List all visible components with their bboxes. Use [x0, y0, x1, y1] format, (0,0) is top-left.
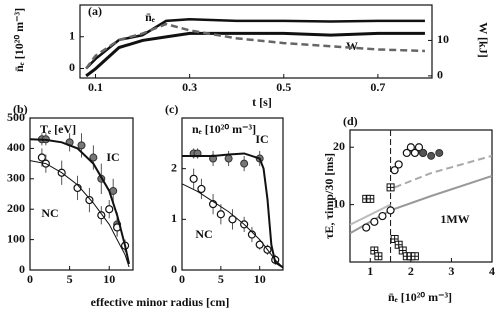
plot-frame	[29, 117, 134, 271]
series-line	[394, 154, 492, 189]
series-line	[85, 18, 425, 70]
y-axis-label: τE, τimp/30 [ms]	[322, 153, 336, 239]
point	[435, 148, 444, 157]
y2-tick-label: 0	[437, 68, 443, 82]
point	[410, 252, 419, 261]
series-label: W	[346, 39, 358, 53]
point	[247, 230, 257, 239]
point	[406, 143, 415, 152]
series-line	[85, 22, 425, 70]
series-line	[350, 203, 392, 226]
series-line	[30, 160, 130, 268]
y-tick-label: 20	[333, 139, 345, 153]
y-tick-label: 300	[7, 171, 25, 185]
point	[224, 154, 233, 163]
panel-title: Tₑ [eV]	[40, 122, 76, 136]
y-tick-label: 2	[171, 160, 177, 174]
y-tick-label: 500	[7, 110, 25, 124]
point	[370, 217, 379, 226]
point	[240, 159, 249, 168]
series-line	[182, 183, 283, 268]
x-tick-label: 5	[67, 272, 73, 286]
point	[77, 141, 86, 150]
series-label: NC	[195, 227, 212, 241]
y-tick-label: 1	[171, 211, 177, 225]
point	[216, 210, 225, 219]
point	[89, 153, 98, 162]
series-line	[182, 152, 283, 269]
point	[427, 151, 436, 160]
point	[402, 148, 411, 158]
x-tick-label: 0.3	[182, 80, 197, 94]
series-line	[350, 174, 492, 235]
panel-label: (c)	[165, 102, 178, 116]
y-tick-label: 0	[19, 262, 25, 276]
point	[419, 148, 428, 157]
point	[85, 195, 94, 205]
point	[97, 211, 106, 220]
series-label: n̄ₑ	[145, 10, 155, 24]
x-tick-label: 0.7	[370, 80, 385, 94]
y-tick-label: 200	[7, 201, 25, 215]
x-tick-label: 5	[218, 272, 224, 286]
panel-label: (a)	[88, 4, 102, 18]
point	[390, 166, 399, 175]
series-label: NC	[41, 206, 58, 220]
point	[366, 194, 375, 203]
point	[386, 206, 395, 215]
y-tick-label: 100	[7, 231, 25, 245]
x-tick-label: 10	[103, 272, 115, 286]
point	[362, 223, 371, 232]
x-axis-label: effective minor radius [cm]	[91, 295, 230, 309]
x-axis-label: t [s]	[252, 95, 272, 109]
y-tick-label: 1	[69, 28, 75, 42]
x-axis-label: n̄ₑ [10²⁰ m⁻³]	[388, 290, 452, 304]
y-tick-label: 400	[7, 140, 25, 154]
x-tick-label: 0	[27, 272, 33, 286]
point	[189, 174, 198, 183]
point	[394, 160, 403, 169]
annotation: 1MW	[440, 212, 469, 226]
y-axis-label: n̄ₑ [10²⁰ m⁻³]	[12, 8, 26, 72]
x-tick-label: 4	[489, 264, 495, 278]
y2-tick-label: 10	[437, 32, 449, 46]
panel-title: nₑ [10²⁰ m⁻³]	[192, 122, 256, 136]
x-tick-label: 0.5	[276, 80, 291, 94]
point	[197, 184, 206, 194]
series-label: IC	[255, 132, 268, 146]
plot-frame	[79, 4, 433, 79]
point	[410, 148, 420, 158]
series-line	[30, 138, 131, 265]
panel-label: (d)	[343, 114, 358, 128]
series-line	[85, 31, 425, 78]
x-tick-label: 0.1	[88, 80, 103, 94]
plot-frame	[181, 117, 284, 271]
x-tick-label: 1	[367, 264, 373, 278]
series-label: IC	[106, 150, 119, 164]
panel-label: (b)	[13, 102, 28, 116]
point	[105, 205, 114, 214]
x-tick-label: 2	[408, 264, 414, 278]
y-tick-label: 0	[69, 60, 75, 74]
point	[386, 183, 395, 192]
point	[378, 211, 387, 221]
x-tick-label: 0	[179, 272, 185, 286]
y-tick-label: 0	[171, 262, 177, 276]
y-tick-label: 10	[333, 196, 345, 210]
point	[374, 252, 383, 261]
y2-axis-label: W [kJ]	[476, 22, 490, 57]
plot-frame	[349, 129, 493, 263]
point	[228, 215, 237, 224]
x-tick-label: 3	[448, 264, 454, 278]
x-tick-label: 10	[254, 272, 266, 286]
point	[414, 143, 424, 152]
